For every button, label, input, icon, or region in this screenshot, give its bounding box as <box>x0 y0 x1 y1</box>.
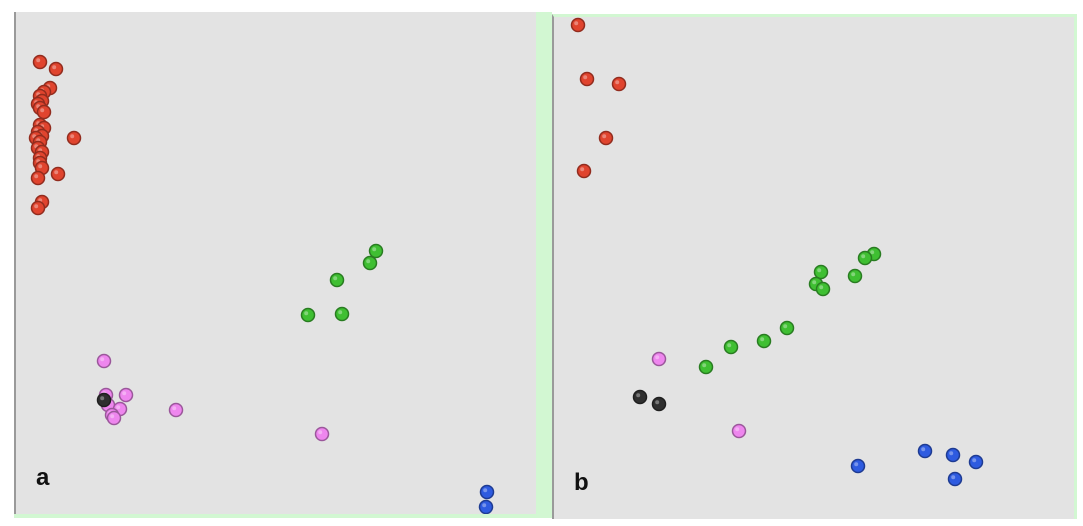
bottom-edge-a <box>14 514 536 518</box>
point-highlight <box>110 414 115 419</box>
point-green-2 <box>329 272 345 288</box>
point-highlight <box>372 247 377 252</box>
point-green-0 <box>368 243 384 259</box>
point-green-7 <box>756 333 772 349</box>
point-green-9 <box>698 359 714 375</box>
point-highlight <box>116 405 121 410</box>
point-highlight <box>366 259 371 264</box>
point-green-5 <box>815 281 831 297</box>
point-highlight <box>615 80 620 85</box>
point-highlight <box>34 174 39 179</box>
point-highlight <box>338 310 343 315</box>
point-magenta-0 <box>651 351 667 367</box>
point-highlight <box>602 134 607 139</box>
point-highlight <box>812 280 817 285</box>
point-red-24 <box>30 200 46 216</box>
point-red-0 <box>570 17 586 33</box>
point-highlight <box>54 170 59 175</box>
point-red-22 <box>50 166 66 182</box>
point-red-0 <box>32 54 48 70</box>
panel-label-b: b <box>574 469 589 496</box>
point-highlight <box>854 462 859 467</box>
point-highlight <box>636 393 641 398</box>
point-highlight <box>122 391 127 396</box>
point-blue-0 <box>479 484 495 500</box>
point-magenta-8 <box>314 426 330 442</box>
point-highlight <box>951 475 956 480</box>
point-blue-0 <box>850 458 866 474</box>
point-highlight <box>870 250 875 255</box>
point-highlight <box>760 337 765 342</box>
point-highlight <box>333 276 338 281</box>
point-highlight <box>580 167 585 172</box>
point-red-21 <box>66 130 82 146</box>
point-green-3 <box>300 307 316 323</box>
point-highlight <box>655 400 660 405</box>
point-blue-3 <box>968 454 984 470</box>
point-highlight <box>972 458 977 463</box>
point-green-8 <box>723 339 739 355</box>
point-green-2 <box>847 268 863 284</box>
point-red-20 <box>30 170 46 186</box>
point-blue-4 <box>947 471 963 487</box>
point-black-1 <box>651 396 667 412</box>
point-blue-1 <box>917 443 933 459</box>
panel-divider <box>536 12 552 518</box>
point-highlight <box>482 503 487 508</box>
point-blue-2 <box>945 447 961 463</box>
point-green-1 <box>857 250 873 266</box>
point-highlight <box>583 75 588 80</box>
point-red-4 <box>576 163 592 179</box>
point-highlight <box>70 134 75 139</box>
point-highlight <box>655 355 660 360</box>
point-highlight <box>783 324 788 329</box>
point-highlight <box>574 21 579 26</box>
point-red-3 <box>598 130 614 146</box>
point-highlight <box>851 272 856 277</box>
point-highlight <box>304 311 309 316</box>
scatter-panel-b: b <box>552 14 1077 519</box>
point-highlight <box>819 285 824 290</box>
scatter-plot-a <box>28 54 495 514</box>
point-highlight <box>172 406 177 411</box>
point-highlight <box>949 451 954 456</box>
point-highlight <box>735 427 740 432</box>
scatter-panel-a: a <box>14 12 538 514</box>
panel-label-a: a <box>36 464 50 491</box>
scatter-plot-b <box>570 17 984 487</box>
point-highlight <box>100 396 105 401</box>
point-highlight <box>921 447 926 452</box>
point-green-4 <box>334 306 350 322</box>
point-magenta-2 <box>118 387 134 403</box>
point-magenta-7 <box>168 402 184 418</box>
point-highlight <box>40 108 45 113</box>
point-green-6 <box>779 320 795 336</box>
point-highlight <box>483 488 488 493</box>
point-highlight <box>38 164 43 169</box>
point-highlight <box>36 58 41 63</box>
point-green-3 <box>813 264 829 280</box>
point-magenta-0 <box>96 353 112 369</box>
point-magenta-6 <box>106 410 122 426</box>
point-highlight <box>727 343 732 348</box>
point-highlight <box>861 254 866 259</box>
point-highlight <box>318 430 323 435</box>
point-black-0 <box>632 389 648 405</box>
point-red-1 <box>579 71 595 87</box>
point-red-2 <box>611 76 627 92</box>
point-red-8 <box>36 104 52 120</box>
point-highlight <box>52 65 57 70</box>
point-green-1 <box>362 255 378 271</box>
point-magenta-1 <box>731 423 747 439</box>
point-highlight <box>34 204 39 209</box>
point-black-0 <box>96 392 112 408</box>
point-blue-1 <box>478 499 494 514</box>
point-highlight <box>817 268 822 273</box>
point-red-1 <box>48 61 64 77</box>
point-highlight <box>100 357 105 362</box>
point-highlight <box>702 363 707 368</box>
